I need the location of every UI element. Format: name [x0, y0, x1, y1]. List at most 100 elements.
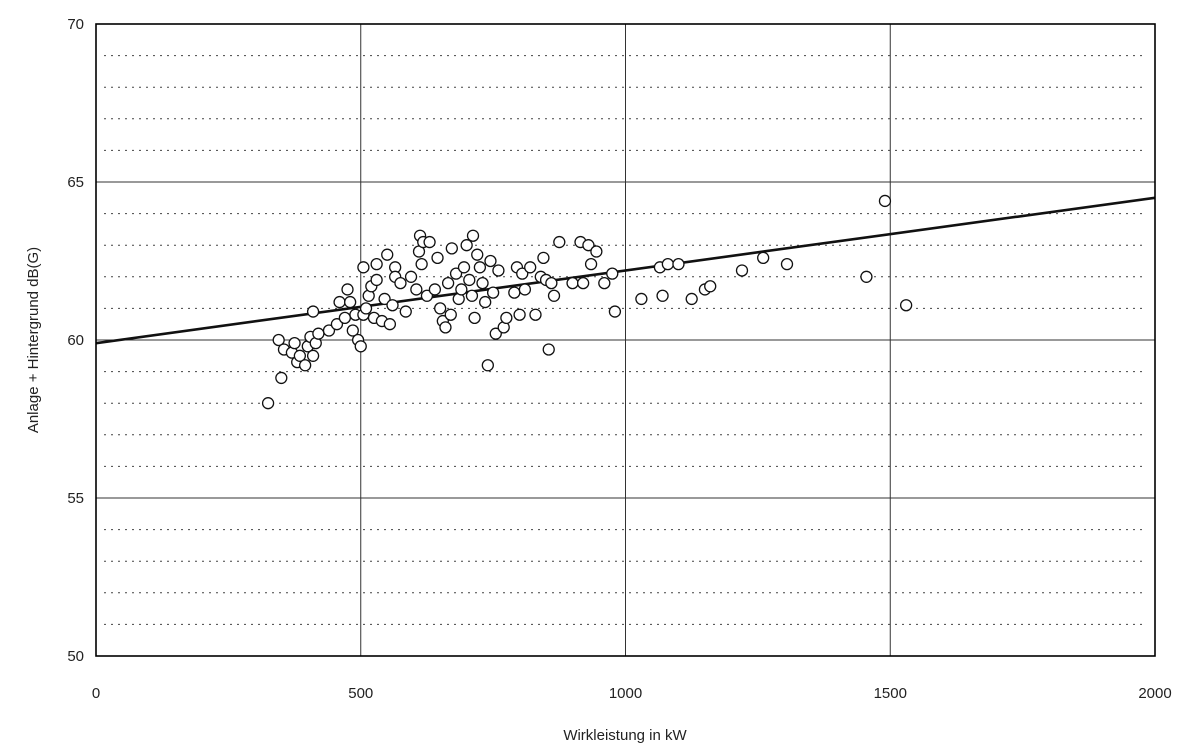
- data-point: [780, 258, 794, 271]
- x-tick-label: 0: [92, 685, 100, 702]
- data-point: [370, 258, 383, 271]
- data-point: [465, 289, 479, 302]
- data-point: [306, 349, 320, 362]
- data-point: [471, 248, 484, 261]
- y-tick-label: 50: [67, 648, 84, 665]
- data-point: [341, 283, 354, 296]
- data-point: [338, 311, 352, 325]
- major-gridlines: [96, 24, 1155, 656]
- data-point: [656, 289, 669, 302]
- data-point: [484, 254, 497, 268]
- x-axis-title: Wirkleistung in kW: [563, 727, 687, 744]
- data-point: [524, 261, 537, 274]
- data-point: [489, 327, 502, 340]
- data-point: [370, 273, 383, 287]
- y-tick-label: 60: [67, 332, 84, 349]
- data-point: [576, 276, 590, 290]
- data-point: [383, 318, 397, 331]
- data-point: [299, 359, 312, 372]
- data-point: [415, 258, 428, 271]
- data-point: [479, 295, 492, 309]
- data-point: [468, 311, 481, 325]
- trend-line: [95, 196, 1156, 345]
- data-point: [330, 318, 344, 331]
- data-point: [261, 397, 275, 410]
- y-tick-label: 65: [67, 174, 84, 191]
- data-point: [537, 251, 550, 264]
- data-point: [608, 305, 622, 318]
- data-point: [516, 267, 529, 280]
- data-point: [735, 264, 749, 277]
- y-tick-label: 55: [67, 490, 84, 507]
- data-point: [431, 251, 444, 264]
- x-tick-labels: 0 500 1000 1500 2000: [92, 685, 1172, 702]
- data-point: [553, 235, 566, 249]
- data-point: [444, 308, 457, 321]
- data-point: [598, 276, 611, 290]
- data-point: [476, 276, 489, 290]
- x-tick-label: 1000: [609, 685, 642, 702]
- data-point: [466, 229, 480, 242]
- data-point: [606, 267, 619, 280]
- y-axis-title: Anlage + Hintergrund dB(G): [25, 247, 42, 433]
- data-point: [661, 258, 675, 271]
- data-point: [322, 324, 336, 337]
- data-point: [272, 333, 285, 347]
- data-point: [685, 292, 698, 306]
- data-point: [492, 264, 505, 277]
- data-point: [357, 261, 370, 274]
- data-point: [420, 289, 434, 302]
- trend-line-group: [95, 196, 1156, 345]
- y-tick-labels: 50 55 60 65 70: [67, 16, 84, 665]
- data-point: [410, 283, 423, 296]
- data-point: [293, 349, 307, 362]
- data-point: [582, 239, 595, 252]
- data-point: [344, 295, 357, 309]
- data-point: [547, 289, 561, 302]
- data-point: [275, 371, 288, 385]
- data-point: [508, 286, 521, 299]
- data-point: [899, 299, 913, 312]
- data-point: [500, 311, 513, 325]
- data-points: [261, 194, 913, 410]
- data-point: [423, 235, 436, 249]
- data-point: [439, 321, 452, 334]
- data-point: [457, 261, 471, 274]
- data-point: [518, 283, 532, 296]
- data-point: [434, 302, 447, 315]
- data-point: [486, 286, 500, 299]
- data-point: [878, 194, 892, 208]
- data-point: [386, 299, 399, 312]
- minor-gridlines: [104, 55, 1147, 625]
- x-tick-label: 1500: [874, 685, 907, 702]
- data-point: [359, 302, 373, 315]
- data-point: [704, 280, 717, 293]
- data-point: [306, 305, 320, 318]
- data-point: [394, 276, 407, 290]
- data-point: [428, 283, 442, 296]
- data-point: [481, 359, 494, 372]
- y-tick-label: 70: [67, 16, 84, 33]
- data-point: [672, 258, 685, 271]
- data-point: [542, 343, 555, 356]
- data-point: [312, 327, 325, 340]
- x-tick-label: 2000: [1138, 685, 1171, 702]
- data-point: [460, 239, 473, 252]
- data-point: [455, 283, 468, 296]
- data-point: [860, 270, 873, 283]
- data-point: [441, 276, 455, 290]
- data-point: [566, 276, 579, 290]
- data-point: [635, 292, 648, 306]
- data-point: [545, 276, 558, 290]
- data-point: [381, 248, 394, 261]
- data-point: [333, 295, 346, 309]
- data-point: [378, 292, 391, 306]
- data-point: [399, 305, 412, 318]
- x-tick-label: 500: [348, 685, 373, 702]
- data-point: [513, 308, 526, 321]
- data-point: [404, 270, 418, 283]
- data-point: [449, 267, 463, 280]
- data-point: [473, 261, 487, 274]
- data-point: [445, 242, 458, 255]
